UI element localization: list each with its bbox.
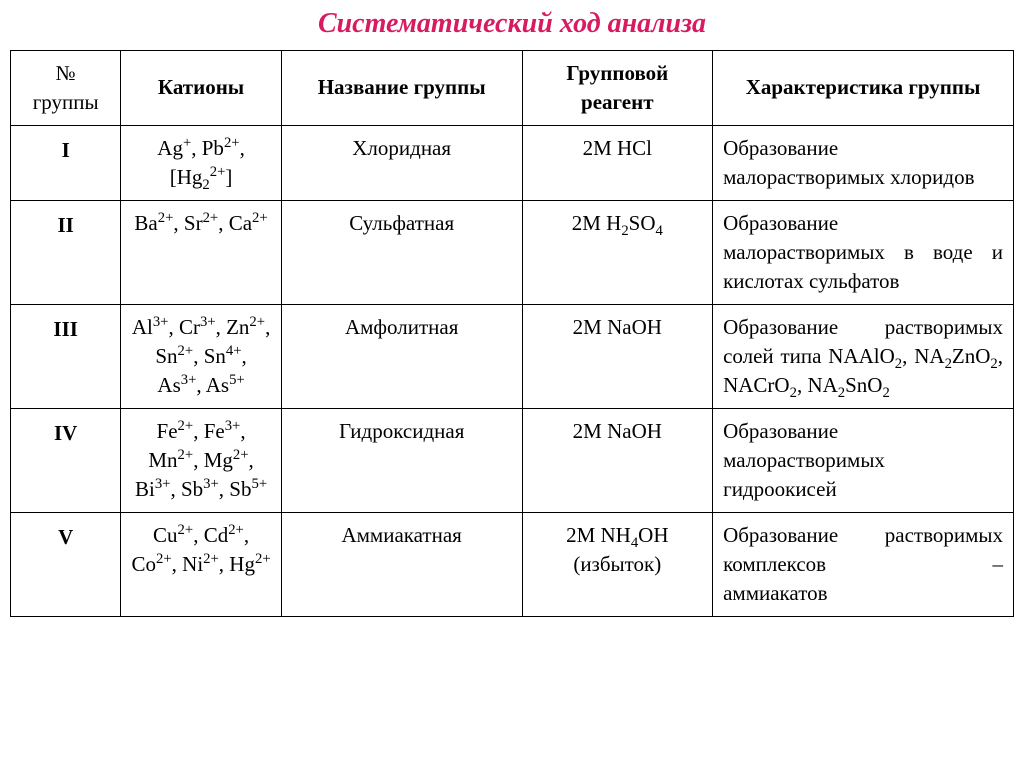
- cell-name: Амфолитная: [281, 304, 522, 408]
- col-group-name: Название группы: [281, 51, 522, 126]
- table-row: III Al3+, Cr3+, Zn2+, Sn2+, Sn4+, As3+, …: [11, 304, 1014, 408]
- col-cations: Катионы: [121, 51, 281, 126]
- cell-char: Образование малорастворимых гидроокисей: [713, 408, 1014, 512]
- cell-reagent: 2M NH4OH (избыток): [522, 512, 713, 616]
- cell-cations: Ba2+, Sr2+, Ca2+: [121, 200, 281, 304]
- cell-char: Образование растворимых солей типа NAAlO…: [713, 304, 1014, 408]
- table-header-row: № группы Катионы Название группы Группов…: [11, 51, 1014, 126]
- cell-char: Образование малорастворимых в воде и кис…: [713, 200, 1014, 304]
- cell-char: Образование малорастворимых хлоридов: [713, 125, 1014, 200]
- cell-cations: Al3+, Cr3+, Zn2+, Sn2+, Sn4+, As3+, As5+: [121, 304, 281, 408]
- table-row: IV Fe2+, Fe3+, Mn2+, Mg2+, Bi3+, Sb3+, S…: [11, 408, 1014, 512]
- cell-reagent: 2M NaOH: [522, 304, 713, 408]
- table-row: V Cu2+, Cd2+, Co2+, Ni2+, Hg2+ Аммиакатн…: [11, 512, 1014, 616]
- page-title: Систематический ход анализа: [10, 8, 1014, 40]
- cell-group: II: [11, 200, 121, 304]
- cell-reagent: 2M NaOH: [522, 408, 713, 512]
- cell-group: III: [11, 304, 121, 408]
- table-row: II Ba2+, Sr2+, Ca2+ Сульфатная 2M H2SO4 …: [11, 200, 1014, 304]
- cell-cations: Ag+, Pb2+, [Hg22+]: [121, 125, 281, 200]
- cell-group: V: [11, 512, 121, 616]
- cell-cations: Fe2+, Fe3+, Mn2+, Mg2+, Bi3+, Sb3+, Sb5+: [121, 408, 281, 512]
- cell-group: IV: [11, 408, 121, 512]
- col-reagent: Групповой реагент: [522, 51, 713, 126]
- cell-group: I: [11, 125, 121, 200]
- page: Систематический ход анализа № группы Кат…: [0, 0, 1024, 617]
- cell-name: Сульфатная: [281, 200, 522, 304]
- cell-name: Аммиакатная: [281, 512, 522, 616]
- cell-reagent: 2M H2SO4: [522, 200, 713, 304]
- cell-cations: Cu2+, Cd2+, Co2+, Ni2+, Hg2+: [121, 512, 281, 616]
- col-group-no: № группы: [11, 51, 121, 126]
- cell-reagent: 2M HCl: [522, 125, 713, 200]
- col-characteristic: Характеристика группы: [713, 51, 1014, 126]
- cell-name: Гидроксидная: [281, 408, 522, 512]
- cell-char: Образование растворимых комплексов –амми…: [713, 512, 1014, 616]
- table-row: I Ag+, Pb2+, [Hg22+] Хлоридная 2M HCl Об…: [11, 125, 1014, 200]
- cell-name: Хлоридная: [281, 125, 522, 200]
- analysis-table: № группы Катионы Название группы Группов…: [10, 50, 1014, 617]
